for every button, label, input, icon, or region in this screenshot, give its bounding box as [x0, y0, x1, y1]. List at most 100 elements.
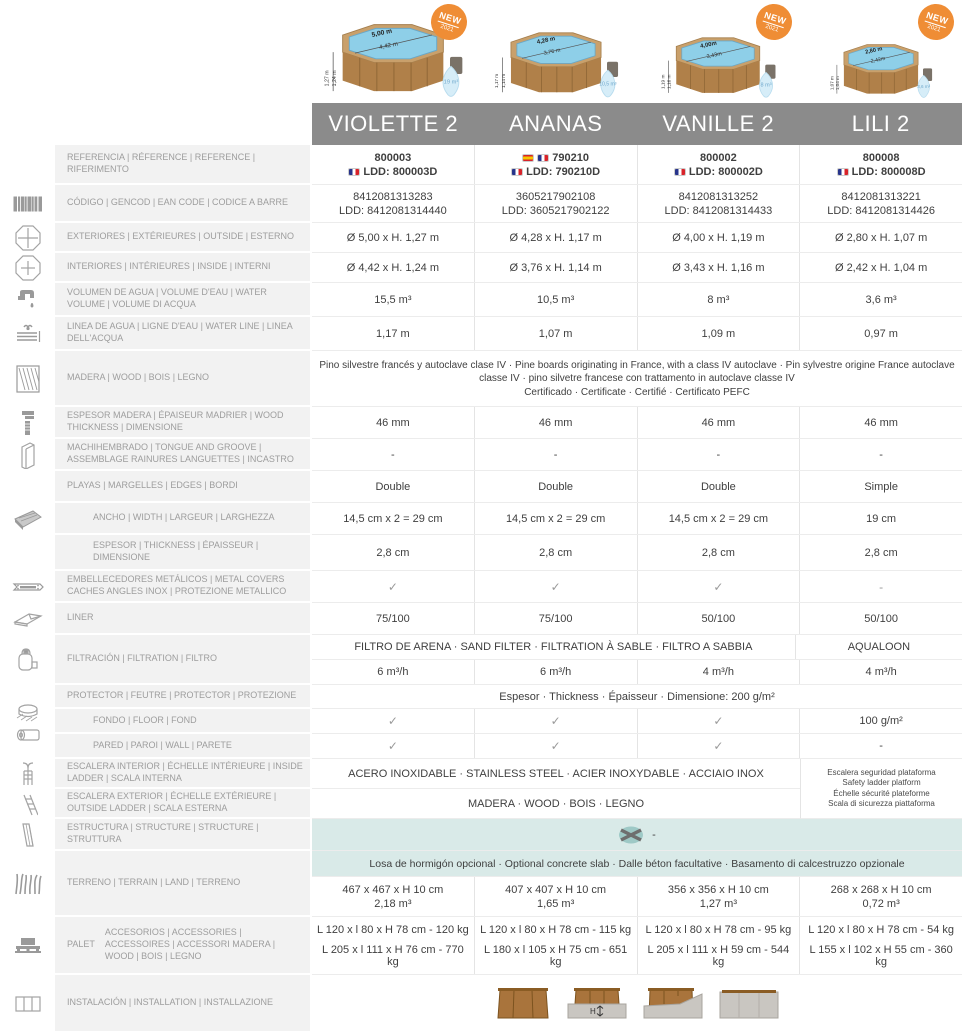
row-ancho: ANCHO | WIDTH | LARGEUR | LARGHEZZA 14,5… — [55, 503, 962, 535]
liner-icon — [12, 613, 43, 627]
cell-losa-span: Losa de hormigón opcional · Optional con… — [369, 857, 905, 870]
pool-illustration: 5,00 m 4,42 m 1,27 m 1,24 m 19 m³ — [325, 24, 463, 97]
cell-ref-violette2: 800003 LDD: 800003D — [312, 145, 474, 184]
barcode-icon — [13, 196, 42, 212]
install-sloped-icon — [643, 988, 703, 1019]
svg-text:4,28 m: 4,28 m — [536, 36, 555, 46]
faucet-icon — [17, 290, 34, 308]
cell-ref-lili2: 800008 LDD: 800008D — [799, 145, 962, 184]
row-palet: PALET ACCESORIOS | ACCESSORIES | ACCESSO… — [0, 917, 962, 975]
france-flag-icon — [511, 167, 524, 176]
svg-text:1,27 m: 1,27 m — [325, 70, 331, 86]
row-escalera-exterior: ESCALERA EXTERIOR | ÉCHELLE EXTÉRIEURE |… — [55, 789, 800, 819]
row-fondo: FONDO | FLOOR | FOND ✓ ✓ ✓ 100 g/m² — [55, 709, 962, 734]
france-flag-icon — [348, 167, 361, 176]
row-estructura: ESTRUCTURA | STRUCTURE | STRUCTURE | STR… — [0, 819, 962, 851]
svg-text:19 m³: 19 m³ — [444, 80, 459, 86]
france-flag-icon — [836, 167, 849, 176]
row-label-terreno: TERRENO | TERRAIN | LAND | TERRENO — [55, 851, 310, 917]
product-title-ananas: ANANAS — [509, 111, 603, 136]
france-flag-icon — [673, 167, 686, 176]
row-terreno-slab: Losa de hormigón opcional · Optional con… — [312, 851, 962, 877]
pool-image-ananas: 4,28 m 3,76 m 1,17 m 1,14 m 10,5 m³ — [475, 0, 638, 103]
row-label: CÓDIGO | GENCOD | EAN CODE | CODICE A BA… — [55, 185, 310, 223]
svg-text:1,24 m: 1,24 m — [332, 70, 338, 86]
svg-text:3,76 m: 3,76 m — [543, 47, 561, 56]
row-label: INTERIORES | INTÉRIEURES | INSIDE | INTE… — [55, 253, 310, 283]
row-label: ANCHO | WIDTH | LARGEUR | LARGHEZZA — [55, 503, 310, 535]
protector-pad-icon — [16, 704, 38, 722]
row-label: EMBELLECEDORES METÁLICOS | METAL COVERS … — [55, 571, 310, 603]
pool-illustration: 4,28 m 3,76 m 1,17 m 1,14 m 10,5 m³ — [494, 32, 618, 98]
row-protector: PROTECTOR | FEUTRE | PROTECTOR | PROTEZI… — [55, 685, 962, 709]
row-label: REFERENCIA | RÉFERENCE | REFERENCE | RIF… — [55, 145, 310, 185]
svg-text:4,42 m: 4,42 m — [379, 40, 399, 51]
row-label: PARED | PAROI | WALL | PARETE — [55, 734, 310, 759]
caliper-icon — [21, 411, 34, 435]
row-label: INSTALACIÓN | INSTALLATION | INSTALLAZIO… — [55, 975, 310, 1033]
group-escaleras: ESCALERA INTERIOR | ÉCHELLE INTÉRIEURE |… — [0, 759, 962, 819]
row-exteriores: EXTERIORES | EXTÉRIEURES | OUTSIDE | EST… — [0, 223, 962, 253]
row-label: ESCALERA EXTERIOR | ÉCHELLE EXTÉRIEURE |… — [55, 789, 310, 819]
pool-image-vanille2: NEW 2021 4,00m 3,43m 1,19 m 1,16 m 8 m³ — [637, 0, 800, 103]
cell-estructura-span: - — [312, 819, 962, 850]
row-referencia: REFERENCIA | RÉFERENCE | REFERENCE | RIF… — [0, 145, 962, 185]
ladder-exterior-icon — [22, 794, 38, 816]
row-espesor-madera: ESPESOR MADERA | ÉPAISEUR MADRIER | WOOD… — [0, 407, 962, 439]
group-protector: PROTECTOR | FEUTRE | PROTECTOR | PROTEZI… — [0, 685, 962, 759]
row-instalacion: INSTALACIÓN | INSTALLATION | INSTALLAZIO… — [0, 975, 962, 1033]
row-label-filtracion: FILTRACIÓN | FILTRATION | FILTRO — [55, 635, 310, 685]
cell-sand-filter: FILTRO DE ARENA · SAND FILTER · FILTRATI… — [354, 641, 753, 653]
row-label: FONDO | FLOOR | FOND — [55, 709, 310, 734]
row-madera: MADERA | WOOD | BOIS | LEGNO Pino silves… — [0, 351, 962, 407]
pool-image-lili2: NEW 2021 2,80 m 2,42m 1,07 m 1,04 m 3,6 … — [800, 0, 962, 103]
svg-text:2,42m: 2,42m — [870, 56, 886, 65]
row-label: MADERA | WOOD | BOIS | LEGNO — [55, 351, 310, 407]
row-embellecedores: EMBELLECEDORES METÁLICOS | METAL COVERS … — [0, 571, 962, 603]
svg-text:2,80 m: 2,80 m — [865, 46, 883, 55]
row-label: EXTERIORES | EXTÉRIEURES | OUTSIDE | EST… — [55, 223, 310, 253]
install-above-ground-icon — [497, 988, 549, 1019]
pool-images-strip: NEW 2021 5,00 m 4,42 m 1,27 m 1,24 m 19 … — [312, 0, 962, 103]
row-label: MACHIHEMBRADO | TONGUE AND GROOVE | ASSE… — [55, 439, 310, 471]
felt-roll-icon — [16, 729, 40, 741]
svg-text:1,04 m: 1,04 m — [835, 76, 840, 90]
row-playas: PLAYAS | MARGELLES | EDGES | BORDI Doubl… — [55, 471, 962, 503]
row-label: LINEA DE AGUA | LIGNE D'EAU | WATER LINE… — [55, 317, 310, 351]
tongue-groove-icon — [20, 442, 35, 469]
installation-icon — [14, 996, 41, 1012]
pool-illustration: 2,80 m 2,42m 1,07 m 1,04 m 3,6 m³ — [829, 44, 932, 98]
svg-text:1,16 m: 1,16 m — [667, 74, 673, 88]
row-label: ESTRUCTURA | STRUCTURE | STRUCTURE | STR… — [55, 819, 310, 851]
row-label: PROTECTOR | FEUTRE | PROTECTOR | PROTEZI… — [55, 685, 310, 709]
row-volumen-agua: VOLUMEN DE AGUA | VOLUME D'EAU | WATER V… — [0, 283, 962, 317]
cell-installation-diagrams: H — [312, 975, 962, 1033]
row-terreno-dims: 467 x 467 x H 10 cm 2,18 m³ 407 x 407 x H… — [312, 877, 962, 917]
water-line-icon — [16, 324, 40, 342]
france-flag-icon — [537, 153, 550, 162]
row-liner: LINER 75/100 75/100 50/100 50/100 — [0, 603, 962, 635]
cell-ref-ananas: 790210 LDD: 790210D — [473, 145, 637, 184]
cell-protector-span: Espesor · Thickness · Épaisseur · Dimens… — [499, 690, 775, 703]
install-buried-icon — [719, 990, 779, 1019]
outside-dimensions-icon — [14, 225, 41, 251]
pallet-icon — [14, 938, 41, 953]
cell-ref-vanille2: 800002 LDD: 800002D — [636, 145, 800, 184]
spain-flag-icon — [522, 153, 535, 162]
svg-text:3,6 m³: 3,6 m³ — [917, 84, 930, 89]
cell-aqualoon: AQUALOON — [794, 635, 962, 659]
ladder-interior-icon — [22, 762, 33, 785]
row-interiores: INTERIORES | INTÉRIEURES | INSIDE | INTE… — [0, 253, 962, 283]
row-linea-agua: LINEA DE AGUA | LIGNE D'EAU | WATER LINE… — [0, 317, 962, 351]
svg-text:1,07 m: 1,07 m — [829, 76, 834, 90]
inside-dimensions-icon — [14, 255, 41, 281]
filter-pump-icon — [17, 648, 38, 671]
svg-text:10,5 m³: 10,5 m³ — [599, 82, 617, 88]
product-title-violette2: VIOLETTE 2 — [328, 111, 459, 136]
grass-icon — [14, 873, 42, 895]
svg-text:3,43m: 3,43m — [706, 51, 723, 60]
wood-grain-icon — [15, 365, 40, 393]
row-filtracion-type: FILTRO DE ARENA · SAND FILTER · FILTRATI… — [312, 635, 962, 660]
pool-illustration: 4,00m 3,43m 1,19 m 1,16 m 8 m³ — [661, 37, 776, 98]
